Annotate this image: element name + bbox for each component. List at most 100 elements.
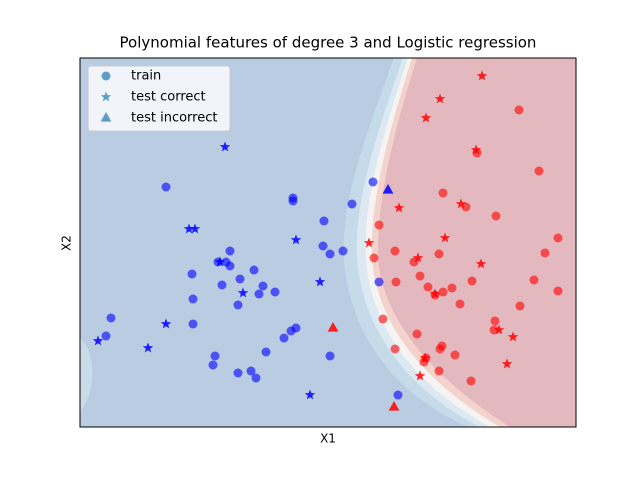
point	[161, 182, 171, 192]
point	[338, 246, 348, 256]
legend-marker	[100, 91, 112, 102]
point	[475, 258, 487, 269]
point	[467, 276, 477, 286]
point	[225, 246, 235, 256]
point	[279, 333, 289, 343]
point	[369, 253, 379, 263]
decision-regions	[80, 58, 576, 427]
point	[553, 233, 563, 243]
point	[347, 199, 357, 209]
point	[258, 281, 268, 291]
point	[188, 294, 198, 304]
point	[237, 287, 249, 298]
point	[540, 248, 550, 258]
point	[390, 246, 400, 256]
point	[246, 366, 256, 376]
point	[507, 331, 519, 342]
point	[450, 350, 460, 360]
point	[319, 216, 329, 226]
point	[514, 105, 524, 115]
point	[414, 370, 426, 381]
point	[219, 141, 231, 152]
point	[476, 70, 488, 81]
plot-frame	[79, 57, 577, 428]
point	[183, 223, 195, 234]
point	[92, 335, 104, 346]
point	[529, 275, 539, 285]
point	[249, 265, 259, 275]
point	[160, 318, 172, 329]
point	[438, 287, 448, 297]
y-axis-label: X2	[60, 235, 74, 251]
point	[217, 280, 227, 290]
point	[261, 347, 271, 357]
point	[419, 352, 431, 363]
point	[493, 324, 505, 335]
point	[235, 274, 245, 284]
point	[142, 342, 154, 353]
point	[189, 223, 201, 234]
point	[393, 202, 405, 213]
point	[490, 316, 500, 326]
point	[374, 220, 384, 230]
legend-label: train	[131, 69, 161, 84]
chart-title: Polynomial features of degree 3 and Logi…	[120, 34, 537, 52]
point	[439, 232, 451, 243]
point	[438, 188, 448, 198]
point	[374, 277, 384, 287]
point	[208, 360, 218, 370]
point	[270, 287, 280, 297]
point	[233, 368, 243, 378]
point	[466, 376, 476, 386]
point	[435, 344, 445, 354]
point	[420, 112, 432, 123]
point	[318, 241, 328, 251]
point	[455, 198, 467, 209]
point	[106, 313, 116, 323]
point	[304, 389, 316, 400]
point	[327, 322, 339, 332]
point	[515, 301, 525, 311]
point	[429, 288, 441, 299]
point	[393, 390, 403, 400]
point	[470, 144, 482, 155]
point	[461, 202, 471, 212]
legend-marker	[100, 112, 112, 122]
point	[214, 256, 226, 267]
point	[378, 314, 388, 324]
point	[368, 177, 378, 187]
legend-label: test correct	[131, 90, 206, 105]
point	[434, 93, 446, 104]
point	[288, 196, 298, 206]
point	[363, 237, 375, 248]
point	[489, 325, 499, 335]
point	[491, 211, 501, 221]
x-axis-label: X1	[320, 432, 336, 446]
legend	[87, 65, 231, 132]
point	[412, 252, 424, 263]
point	[388, 401, 400, 411]
point	[415, 271, 425, 281]
point	[447, 283, 457, 293]
point	[314, 276, 326, 287]
legend-marker	[101, 71, 111, 81]
point	[188, 319, 198, 329]
point	[423, 282, 433, 292]
point	[251, 373, 261, 383]
point	[382, 184, 394, 194]
point	[434, 249, 444, 259]
point	[534, 166, 544, 176]
point	[391, 277, 401, 287]
point	[233, 300, 243, 310]
point	[225, 261, 235, 271]
point	[290, 234, 302, 245]
point	[254, 289, 264, 299]
point	[501, 358, 513, 369]
point	[412, 329, 422, 339]
point	[325, 351, 335, 361]
point	[101, 331, 111, 341]
point	[325, 249, 335, 259]
point	[455, 299, 465, 309]
point	[553, 286, 563, 296]
